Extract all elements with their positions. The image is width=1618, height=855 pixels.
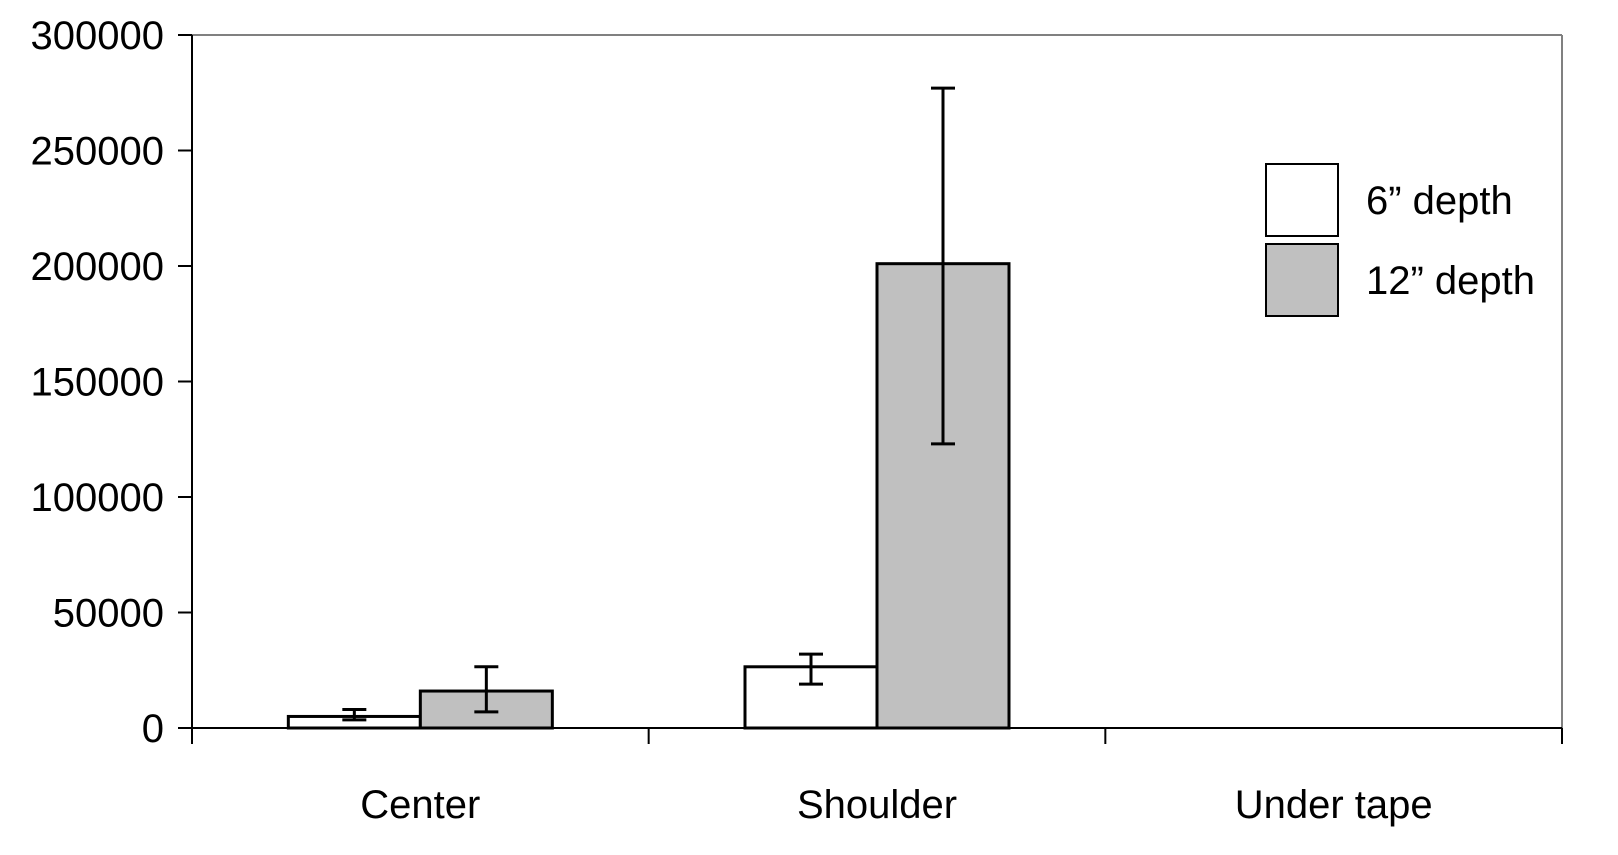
y-tick-label: 150000	[31, 361, 164, 405]
y-tick-label: 100000	[31, 476, 164, 520]
x-category-label: Under tape	[1235, 783, 1433, 827]
x-category-label: Shoulder	[797, 783, 957, 827]
y-axis-ticks: 0 50000 100000 150000 200000 250000 300000	[31, 14, 192, 751]
legend: 6” depth 12” depth	[1265, 163, 1535, 317]
y-tick-label: 200000	[31, 245, 164, 289]
x-category-label: Center	[360, 783, 480, 827]
y-tick-label: 300000	[31, 14, 164, 58]
y-tick-label: 250000	[31, 130, 164, 174]
y-tick-label: 50000	[53, 592, 164, 636]
chart-bars	[286, 262, 1011, 730]
legend-label: 12” depth	[1366, 259, 1535, 303]
chart-error-bars	[342, 86, 955, 722]
x-axis-categories: Center Shoulder Under tape	[191, 728, 1563, 827]
y-tick-label: 0	[142, 707, 164, 751]
legend-label: 6” depth	[1366, 179, 1513, 223]
legend-swatch	[1265, 243, 1339, 317]
legend-swatch	[1265, 163, 1339, 237]
